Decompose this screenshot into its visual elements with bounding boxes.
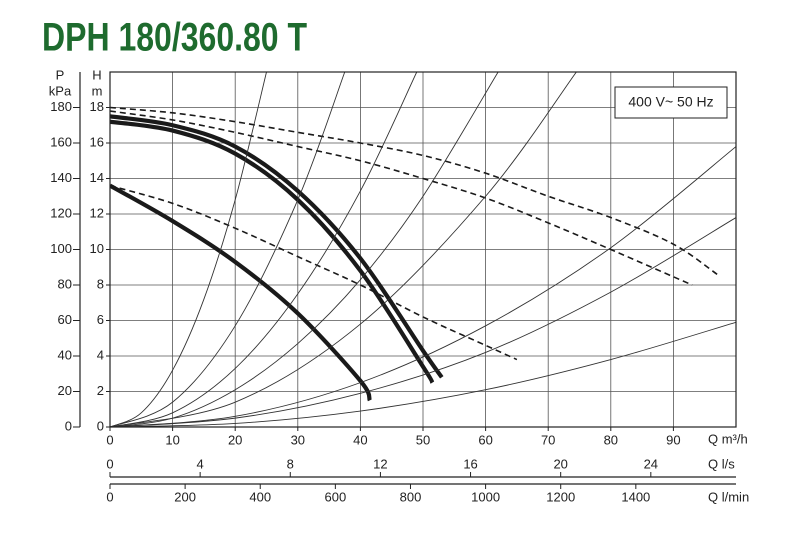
x-tick-label: 70 — [541, 432, 555, 447]
annotation-box — [614, 86, 728, 119]
thick-curve — [110, 119, 435, 384]
annotation: 400 V~ 50 Hz — [628, 94, 713, 110]
thin-curve — [110, 72, 346, 427]
thin-curve — [110, 72, 267, 427]
x-tick-label: 80 — [604, 432, 618, 447]
thick-curve — [110, 114, 444, 379]
y-label: H — [92, 67, 101, 82]
y-tick-label: 12 — [90, 205, 104, 220]
y-tick-label: 8 — [97, 276, 104, 291]
thin-curve — [110, 72, 577, 427]
thin-curve — [110, 72, 499, 427]
thin-curve — [110, 72, 418, 427]
x-tick-label: 30 — [291, 432, 305, 447]
secondary-x-tick-label: 4 — [197, 456, 204, 471]
secondary-x-tick-label: 200 — [174, 489, 196, 504]
y2-tick-label: 80 — [58, 276, 72, 291]
x-tick-label: 60 — [478, 432, 492, 447]
x-tick-label: 0 — [106, 432, 113, 447]
y-tick-label: 2 — [97, 383, 104, 398]
thin-curve — [110, 217, 736, 427]
secondary-x-tick-label: 0 — [106, 489, 113, 504]
secondary-x-tick-label: 1200 — [546, 489, 575, 504]
dashed-curve — [110, 110, 693, 286]
y-tick-label: 16 — [90, 134, 104, 149]
secondary-x-tick-label: 8 — [287, 456, 294, 471]
y2-tick-label: 60 — [58, 312, 72, 327]
chart-title: DPH 180/360.80 T — [42, 14, 307, 59]
curves — [110, 72, 736, 427]
y2-tick-label: 40 — [58, 347, 72, 362]
y-tick-label: 14 — [90, 170, 104, 185]
y2-label: P — [56, 67, 65, 82]
secondary-x-label: Q l/min — [708, 489, 749, 504]
y-tick-label: 18 — [90, 99, 104, 114]
x-tick-label: 40 — [353, 432, 367, 447]
y2-tick-label: 100 — [50, 241, 72, 256]
dashed-curve — [110, 184, 518, 361]
thin-curve — [110, 146, 736, 427]
y2-tick-label: 160 — [50, 134, 72, 149]
thick-curve — [110, 183, 372, 402]
secondary-x-tick-label: 12 — [373, 456, 387, 471]
secondary-x-tick-label: 800 — [400, 489, 422, 504]
y2-tick-label: 140 — [50, 170, 72, 185]
thin-curve — [110, 321, 736, 427]
x-tick-label: 50 — [416, 432, 430, 447]
y-tick-label: 10 — [90, 241, 104, 256]
y2-tick-label: 120 — [50, 205, 72, 220]
y2-tick-label: 180 — [50, 99, 72, 114]
y2-unit: kPa — [49, 83, 72, 98]
secondary-x-tick-label: 16 — [463, 456, 477, 471]
secondary-x-tick-label: 24 — [644, 456, 658, 471]
y2-tick-label: 0 — [65, 418, 72, 433]
x-label: Q m³/h — [708, 431, 748, 446]
dashed-curve — [110, 106, 718, 276]
secondary-x-tick-label: 400 — [249, 489, 271, 504]
secondary-x-tick-label: 20 — [553, 456, 567, 471]
y-tick-label: 0 — [97, 418, 104, 433]
y-tick-label: 6 — [97, 312, 104, 327]
y-unit: m — [92, 83, 103, 98]
secondary-x-label: Q l/s — [708, 456, 735, 471]
secondary-x-tick-label: 1400 — [621, 489, 650, 504]
secondary-x-tick-label: 0 — [106, 456, 113, 471]
x-tick-label: 20 — [228, 432, 242, 447]
y-tick-label: 4 — [97, 347, 104, 362]
y2-tick-label: 20 — [58, 383, 72, 398]
secondary-x-tick-label: 1000 — [471, 489, 500, 504]
secondary-x-tick-label: 600 — [325, 489, 347, 504]
x-tick-label: 90 — [666, 432, 680, 447]
x-tick-label: 10 — [165, 432, 179, 447]
